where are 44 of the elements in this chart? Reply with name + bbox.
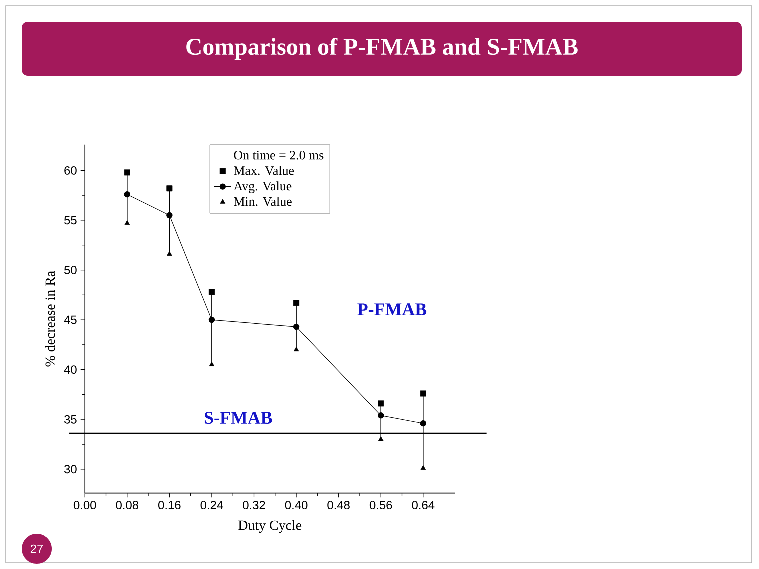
y-tick-label: 40 <box>64 366 77 374</box>
x-tick-label: 0.16 <box>158 501 181 510</box>
x-tick-label: 0.64 <box>412 501 435 510</box>
y-axis-title: % decrease in Ra <box>45 271 56 367</box>
y-tick-label: 60 <box>64 166 77 175</box>
point <box>166 186 173 192</box>
annotation: P-FMAB <box>358 304 427 316</box>
legend-label: Min. Value <box>234 197 292 206</box>
legend-label: Avg. Value <box>234 182 292 194</box>
point <box>378 436 384 442</box>
x-tick-label: 0.32 <box>243 501 266 510</box>
point <box>124 192 130 198</box>
x-axis-title: Duty Cycle <box>238 520 302 534</box>
point <box>208 289 215 296</box>
point <box>124 170 130 176</box>
x-tick-label: 0.00 <box>74 501 96 510</box>
chart-title: Comparison of P-FMAB and S-FMAB <box>186 38 578 60</box>
x-tick-label: 0.56 <box>370 501 392 510</box>
x-tick-label: 0.24 <box>200 501 224 510</box>
point <box>124 220 130 226</box>
point <box>420 465 426 470</box>
point <box>209 362 215 366</box>
y-tick-label: 30 <box>64 465 77 474</box>
point <box>294 300 300 306</box>
x-tick-label: 0.40 <box>285 501 308 510</box>
x-tick-label: 0.48 <box>328 501 350 510</box>
text: 27 <box>30 544 44 554</box>
y-tick-label: 55 <box>64 216 77 225</box>
point <box>293 324 300 330</box>
y-tick-label: 50 <box>64 266 77 274</box>
point <box>208 316 216 324</box>
y-tick-label: 45 <box>64 316 77 324</box>
point <box>378 412 384 419</box>
point <box>420 420 426 427</box>
y-tick-label: 35 <box>64 415 77 424</box>
legend-label: Max. Value <box>234 166 294 176</box>
legend-title: On time = 2.0 ms <box>234 151 324 160</box>
point <box>378 400 384 407</box>
ref-line-label: S-FMAB <box>204 412 272 424</box>
point <box>294 346 300 352</box>
point <box>167 251 172 256</box>
point <box>166 212 173 219</box>
x-tick-label: 0.08 <box>116 501 138 510</box>
point <box>420 390 426 397</box>
